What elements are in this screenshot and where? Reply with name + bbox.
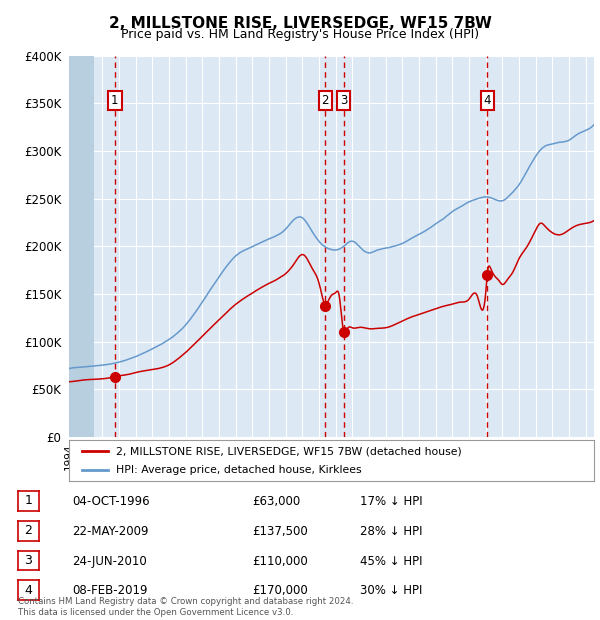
Text: 2, MILLSTONE RISE, LIVERSEDGE, WF15 7BW (detached house): 2, MILLSTONE RISE, LIVERSEDGE, WF15 7BW … — [116, 446, 462, 456]
Text: 22-MAY-2009: 22-MAY-2009 — [72, 525, 149, 538]
Text: 3: 3 — [340, 94, 347, 107]
Text: 1: 1 — [111, 94, 119, 107]
Text: 30% ↓ HPI: 30% ↓ HPI — [360, 585, 422, 597]
Text: 08-FEB-2019: 08-FEB-2019 — [72, 585, 148, 597]
Text: HPI: Average price, detached house, Kirklees: HPI: Average price, detached house, Kirk… — [116, 464, 362, 475]
Text: 24-JUN-2010: 24-JUN-2010 — [72, 555, 147, 567]
Text: Price paid vs. HM Land Registry's House Price Index (HPI): Price paid vs. HM Land Registry's House … — [121, 28, 479, 41]
Text: 2, MILLSTONE RISE, LIVERSEDGE, WF15 7BW: 2, MILLSTONE RISE, LIVERSEDGE, WF15 7BW — [109, 16, 491, 30]
Text: 2: 2 — [322, 94, 329, 107]
Text: 1: 1 — [25, 495, 32, 507]
Bar — [69, 56, 94, 437]
Text: 04-OCT-1996: 04-OCT-1996 — [72, 495, 149, 508]
Text: £110,000: £110,000 — [252, 555, 308, 567]
Text: 4: 4 — [25, 584, 32, 596]
Text: £63,000: £63,000 — [252, 495, 300, 508]
Text: Contains HM Land Registry data © Crown copyright and database right 2024.
This d: Contains HM Land Registry data © Crown c… — [18, 598, 353, 617]
Text: 4: 4 — [484, 94, 491, 107]
Text: £170,000: £170,000 — [252, 585, 308, 597]
Text: 17% ↓ HPI: 17% ↓ HPI — [360, 495, 422, 508]
Text: 28% ↓ HPI: 28% ↓ HPI — [360, 525, 422, 538]
Text: 45% ↓ HPI: 45% ↓ HPI — [360, 555, 422, 567]
Text: 3: 3 — [25, 554, 32, 567]
Text: 2: 2 — [25, 525, 32, 537]
Text: £137,500: £137,500 — [252, 525, 308, 538]
